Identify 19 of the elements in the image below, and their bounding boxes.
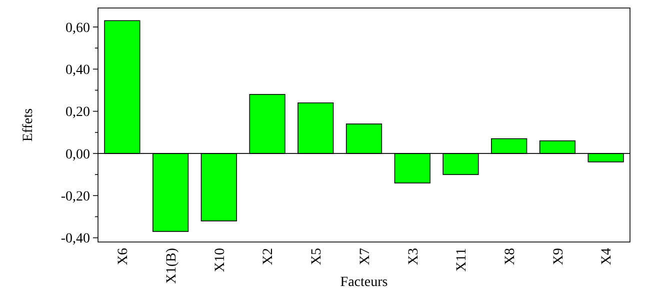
y-tick-label: -0,40 bbox=[60, 232, 90, 247]
x-tick-label: X4 bbox=[600, 248, 615, 266]
y-tick-label: 0,20 bbox=[66, 105, 90, 120]
x-tick-label: X2 bbox=[261, 248, 276, 266]
x-tick-label: X3 bbox=[406, 248, 422, 266]
x-tick-label: X9 bbox=[551, 248, 566, 266]
x-tick-label: X6 bbox=[116, 248, 132, 266]
x-tick-label: X11 bbox=[454, 248, 470, 272]
x-tick-label: X5 bbox=[310, 248, 325, 266]
x-tick-label: X10 bbox=[212, 248, 228, 272]
y-tick-label: 0,60 bbox=[66, 20, 90, 36]
y-tick-label: 0,40 bbox=[66, 63, 90, 78]
x-tick-label: X8 bbox=[502, 248, 518, 266]
y-tick-label: 0,00 bbox=[66, 147, 90, 162]
x-tick-label: X7 bbox=[358, 248, 373, 266]
x-tick-label: X1(B) bbox=[164, 248, 180, 284]
x-axis-title: Facteurs bbox=[340, 275, 388, 290]
y-axis-title: Effets bbox=[21, 108, 36, 142]
y-tick-label: -0,20 bbox=[60, 190, 90, 205]
